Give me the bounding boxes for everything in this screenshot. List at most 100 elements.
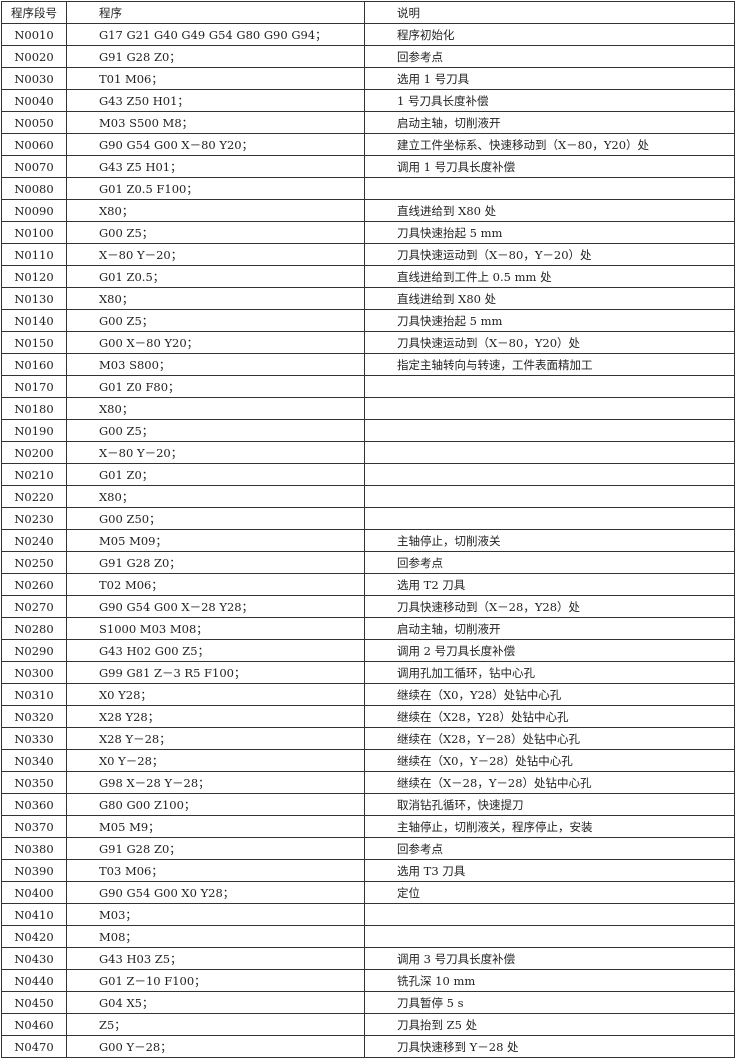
block-number-cell: N0180: [1, 397, 67, 420]
program-cell: M03 S500 M8；: [66, 111, 365, 134]
block-number-cell: N0210: [1, 463, 67, 486]
table-row: N0110 X－80 Y－20； 刀具快速运动到（X－80，Y－20）处: [1, 243, 735, 266]
program-cell: G43 Z5 H01；: [66, 155, 365, 178]
description-cell: [364, 463, 735, 486]
description-cell: [364, 375, 735, 398]
block-number-cell: N0250: [1, 551, 67, 574]
program-cell: S1000 M03 M08；: [66, 617, 365, 640]
block-number-cell: N0430: [1, 947, 67, 970]
block-number-cell: N0320: [1, 705, 67, 728]
block-number-cell: N0370: [1, 815, 67, 838]
description-cell: 刀具暂停 5 s: [364, 991, 735, 1014]
table-row: N0460 Z5； 刀具抬到 Z5 处: [1, 1013, 735, 1036]
description-cell: 刀具快速移到 Y－28 处: [364, 1035, 735, 1058]
table-row: N0020 G91 G28 Z0； 回参考点: [1, 45, 735, 68]
table-row: N0040 G43 Z50 H01； 1 号刀具长度补偿: [1, 89, 735, 112]
block-number-cell: N0360: [1, 793, 67, 816]
description-cell: 回参考点: [364, 551, 735, 574]
program-cell: Z5；: [66, 1013, 365, 1036]
description-cell: [364, 903, 735, 926]
program-cell: X28 Y－28；: [66, 727, 365, 750]
description-cell: 回参考点: [364, 837, 735, 860]
description-cell: [364, 419, 735, 442]
program-cell: G90 G54 G00 X－28 Y28；: [66, 595, 365, 618]
block-number-cell: N0120: [1, 265, 67, 288]
program-cell: G01 Z－10 F100；: [66, 969, 365, 992]
program-cell: X0 Y28；: [66, 683, 365, 706]
description-cell: 1 号刀具长度补偿: [364, 89, 735, 112]
block-number-cell: N0380: [1, 837, 67, 860]
description-cell: 定位: [364, 881, 735, 904]
description-cell: 调用 3 号刀具长度补偿: [364, 947, 735, 970]
table-row: N0410 M03；: [1, 903, 735, 926]
description-cell: 主轴停止，切削液关，程序停止，安装: [364, 815, 735, 838]
table-row: N0280 S1000 M03 M08； 启动主轴，切削液开: [1, 617, 735, 640]
program-cell: G91 G28 Z0；: [66, 551, 365, 574]
block-number-cell: N0300: [1, 661, 67, 684]
program-cell: G98 X－28 Y－28；: [66, 771, 365, 794]
program-cell: G00 Z5；: [66, 309, 365, 332]
table-row: N0360 G80 G00 Z100； 取消钻孔循环，快速提刀: [1, 793, 735, 816]
table-row: N0430 G43 H03 Z5； 调用 3 号刀具长度补偿: [1, 947, 735, 970]
program-cell: X80；: [66, 199, 365, 222]
description-cell: 刀具抬到 Z5 处: [364, 1013, 735, 1036]
block-number-cell: N0410: [1, 903, 67, 926]
block-number-cell: N0080: [1, 177, 67, 200]
description-cell: [364, 177, 735, 200]
block-number-cell: N0050: [1, 111, 67, 134]
description-cell: 调用 2 号刀具长度补偿: [364, 639, 735, 662]
description-cell: 刀具快速运动到（X－80，Y20）处: [364, 331, 735, 354]
block-number-cell: N0220: [1, 485, 67, 508]
table-row: N0310 X0 Y28； 继续在（X0，Y28）处钻中心孔: [1, 683, 735, 706]
program-cell: X28 Y28；: [66, 705, 365, 728]
description-cell: 继续在（X0，Y28）处钻中心孔: [364, 683, 735, 706]
program-cell: X80；: [66, 397, 365, 420]
description-cell: 取消钻孔循环，快速提刀: [364, 793, 735, 816]
table-row: N0060 G90 G54 G00 X－80 Y20； 建立工件坐标系、快速移动到（…: [1, 133, 735, 156]
table-row: N0240 M05 M09； 主轴停止，切削液关: [1, 529, 735, 552]
table-row: N0290 G43 H02 G00 Z5； 调用 2 号刀具长度补偿: [1, 639, 735, 662]
description-cell: 继续在（X0，Y－28）处钻中心孔: [364, 749, 735, 772]
program-cell: G00 Z5；: [66, 221, 365, 244]
program-cell: G01 Z0.5；: [66, 265, 365, 288]
table-row: N0130 X80； 直线进给到 X80 处: [1, 287, 735, 310]
block-number-cell: N0440: [1, 969, 67, 992]
table-row: N0420 M08；: [1, 925, 735, 948]
program-cell: G17 G21 G40 G49 G54 G80 G90 G94；: [66, 23, 365, 46]
block-number-cell: N0090: [1, 199, 67, 222]
description-cell: 主轴停止，切削液关: [364, 529, 735, 552]
program-cell: G80 G00 Z100；: [66, 793, 365, 816]
description-cell: [364, 397, 735, 420]
program-cell: T03 M06；: [66, 859, 365, 882]
program-cell: T02 M06；: [66, 573, 365, 596]
header-description: 说明: [364, 1, 735, 24]
program-cell: G00 Y－28；: [66, 1035, 365, 1058]
block-number-cell: N0150: [1, 331, 67, 354]
description-cell: 回参考点: [364, 45, 735, 68]
block-number-cell: N0100: [1, 221, 67, 244]
program-cell: X80；: [66, 287, 365, 310]
header-program: 程序: [66, 1, 365, 24]
table-row: N0470 G00 Y－28； 刀具快速移到 Y－28 处: [1, 1035, 735, 1058]
table-row: N0320 X28 Y28； 继续在（X28，Y28）处钻中心孔: [1, 705, 735, 728]
header-block-number: 程序段号: [1, 1, 67, 24]
description-cell: 启动主轴，切削液开: [364, 111, 735, 134]
program-cell: G43 Z50 H01；: [66, 89, 365, 112]
block-number-cell: N0030: [1, 67, 67, 90]
block-number-cell: N0200: [1, 441, 67, 464]
block-number-cell: N0230: [1, 507, 67, 530]
description-cell: [364, 485, 735, 508]
table-row: N0010 G17 G21 G40 G49 G54 G80 G90 G94； 程序初…: [1, 23, 735, 46]
description-cell: 继续在（X28，Y28）处钻中心孔: [364, 705, 735, 728]
program-cell: G00 Z50；: [66, 507, 365, 530]
table-row: N0210 G01 Z0；: [1, 463, 735, 486]
table-row: N0390 T03 M06； 选用 T3 刀具: [1, 859, 735, 882]
table-row: N0330 X28 Y－28； 继续在（X28，Y－28）处钻中心孔: [1, 727, 735, 750]
description-cell: 选用 T2 刀具: [364, 573, 735, 596]
description-cell: 指定主轴转向与转速，工件表面精加工: [364, 353, 735, 376]
block-number-cell: N0040: [1, 89, 67, 112]
table-row: N0230 G00 Z50；: [1, 507, 735, 530]
program-cell: G91 G28 Z0；: [66, 45, 365, 68]
description-cell: 刀具快速抬起 5 mm: [364, 221, 735, 244]
block-number-cell: N0400: [1, 881, 67, 904]
